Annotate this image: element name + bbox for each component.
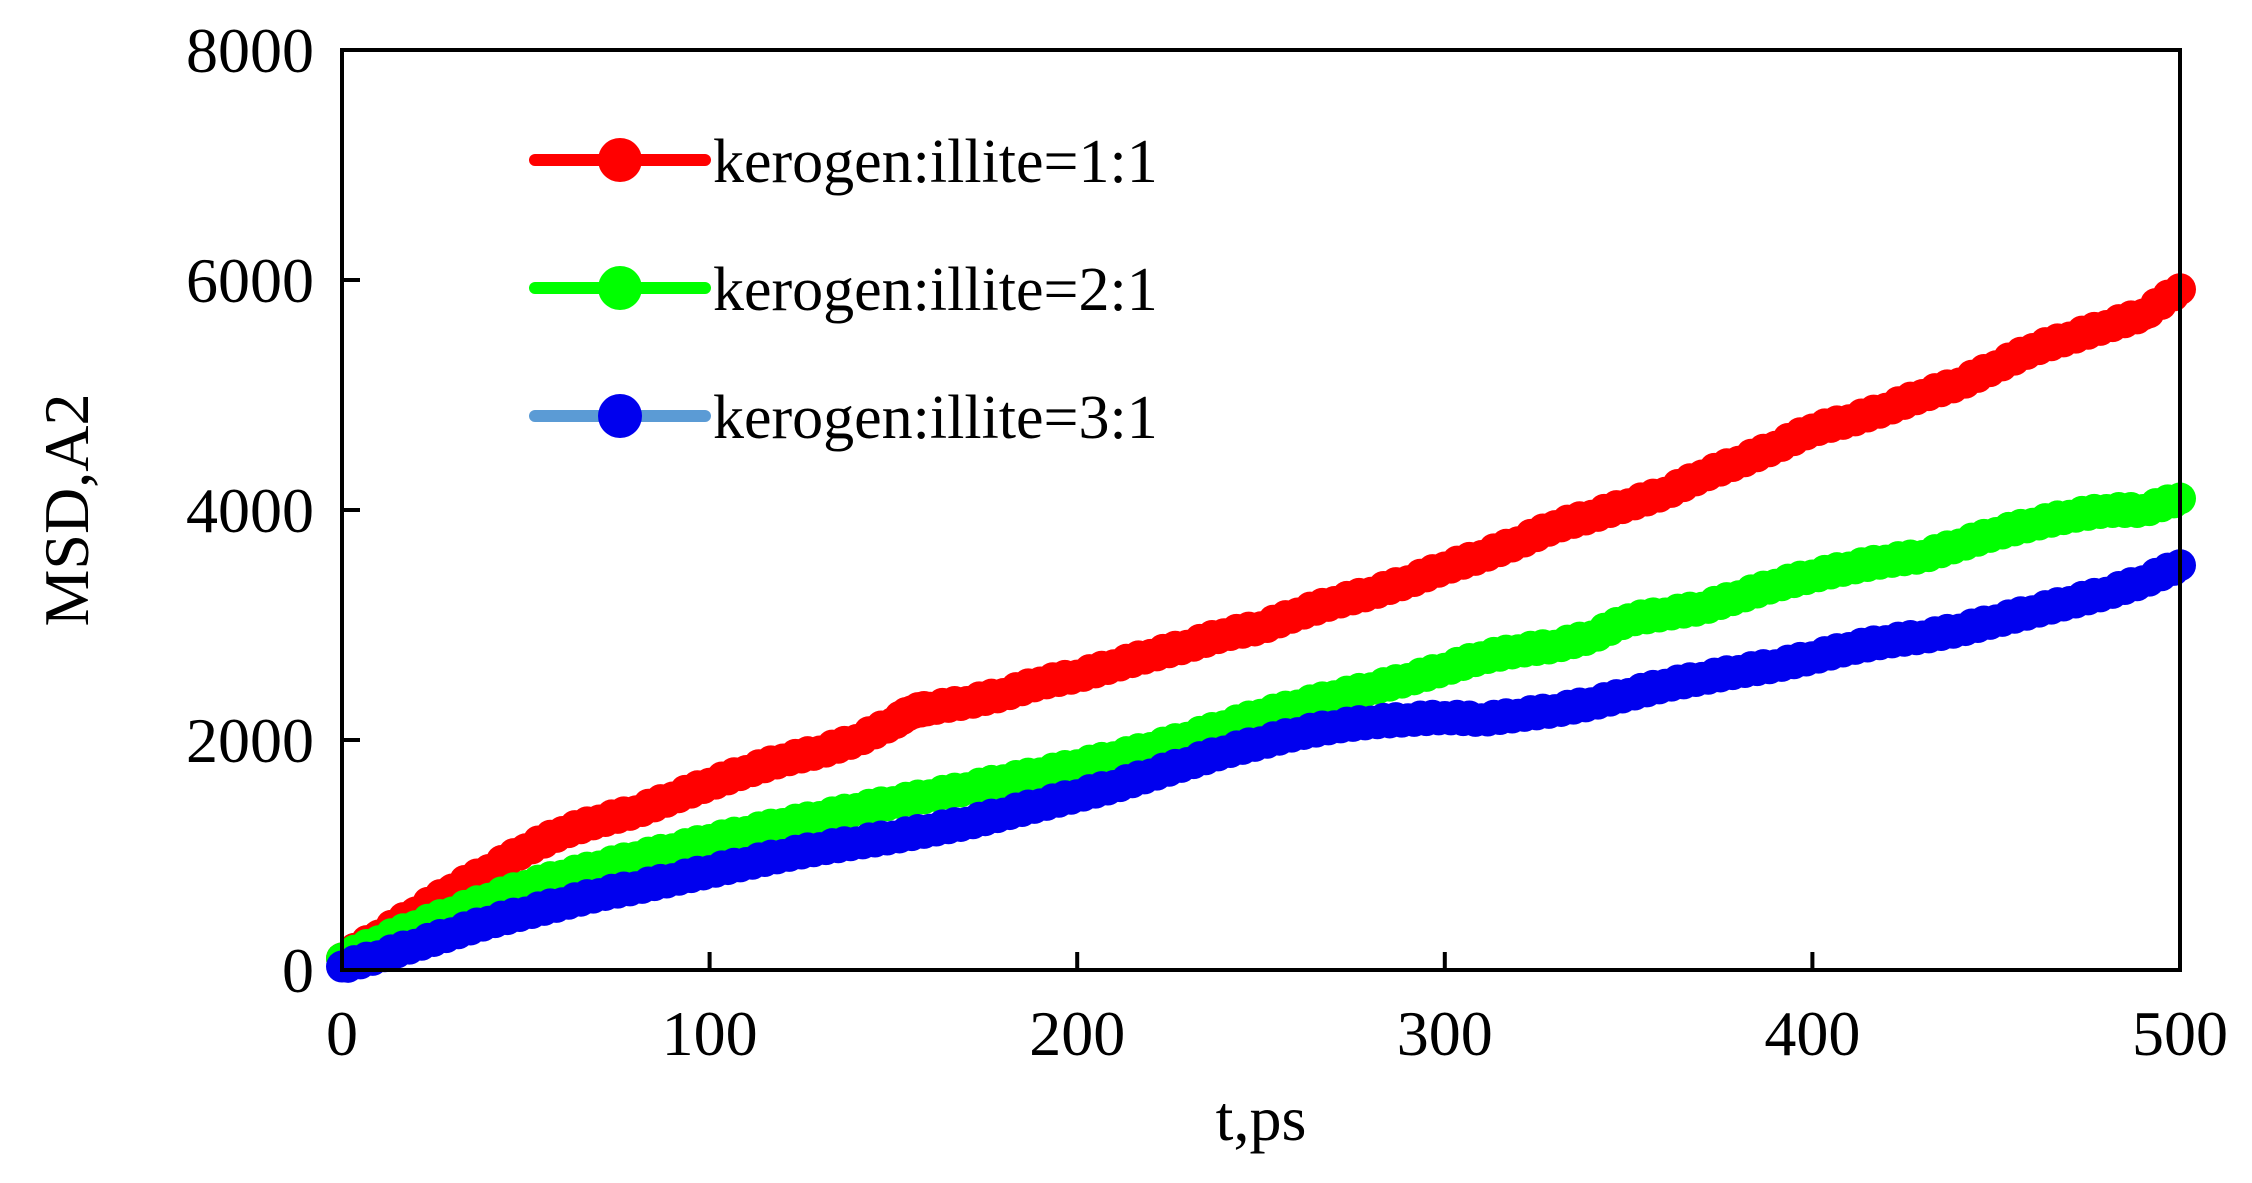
- x-tick-label: 100: [662, 998, 758, 1069]
- y-tick-label: 6000: [186, 245, 314, 316]
- y-tick-label: 0: [282, 935, 314, 1006]
- y-tick-label: 4000: [186, 475, 314, 546]
- legend: kerogen:illite=1:1 kerogen:illite=2:1 kero…: [529, 128, 1158, 452]
- x-tick-label: 200: [1029, 998, 1125, 1069]
- legend-swatch-marker: [598, 394, 642, 438]
- legend-swatch-marker: [598, 266, 642, 310]
- legend-label: kerogen:illite=3:1: [713, 384, 1158, 452]
- ticks-layer: 0 100 200 300 400 500 0 2000 4000 6000 8000: [186, 15, 2228, 1069]
- series-1: [326, 273, 2196, 975]
- series-layer: [326, 273, 2196, 983]
- x-tick-label: 300: [1397, 998, 1493, 1069]
- y-axis-label: MSD,A2: [31, 394, 102, 627]
- y-tick-label: 8000: [186, 15, 314, 86]
- x-tick-label: 0: [326, 998, 358, 1069]
- x-axis-label: t,ps: [1216, 1083, 1307, 1154]
- y-tick-label: 2000: [186, 705, 314, 776]
- legend-label: kerogen:illite=1:1: [713, 128, 1158, 196]
- x-tick-label: 400: [1764, 998, 1860, 1069]
- series-3: [326, 549, 2196, 983]
- legend-label: kerogen:illite=2:1: [713, 256, 1158, 324]
- legend-swatch-marker: [598, 138, 642, 182]
- x-tick-label: 500: [2132, 998, 2228, 1069]
